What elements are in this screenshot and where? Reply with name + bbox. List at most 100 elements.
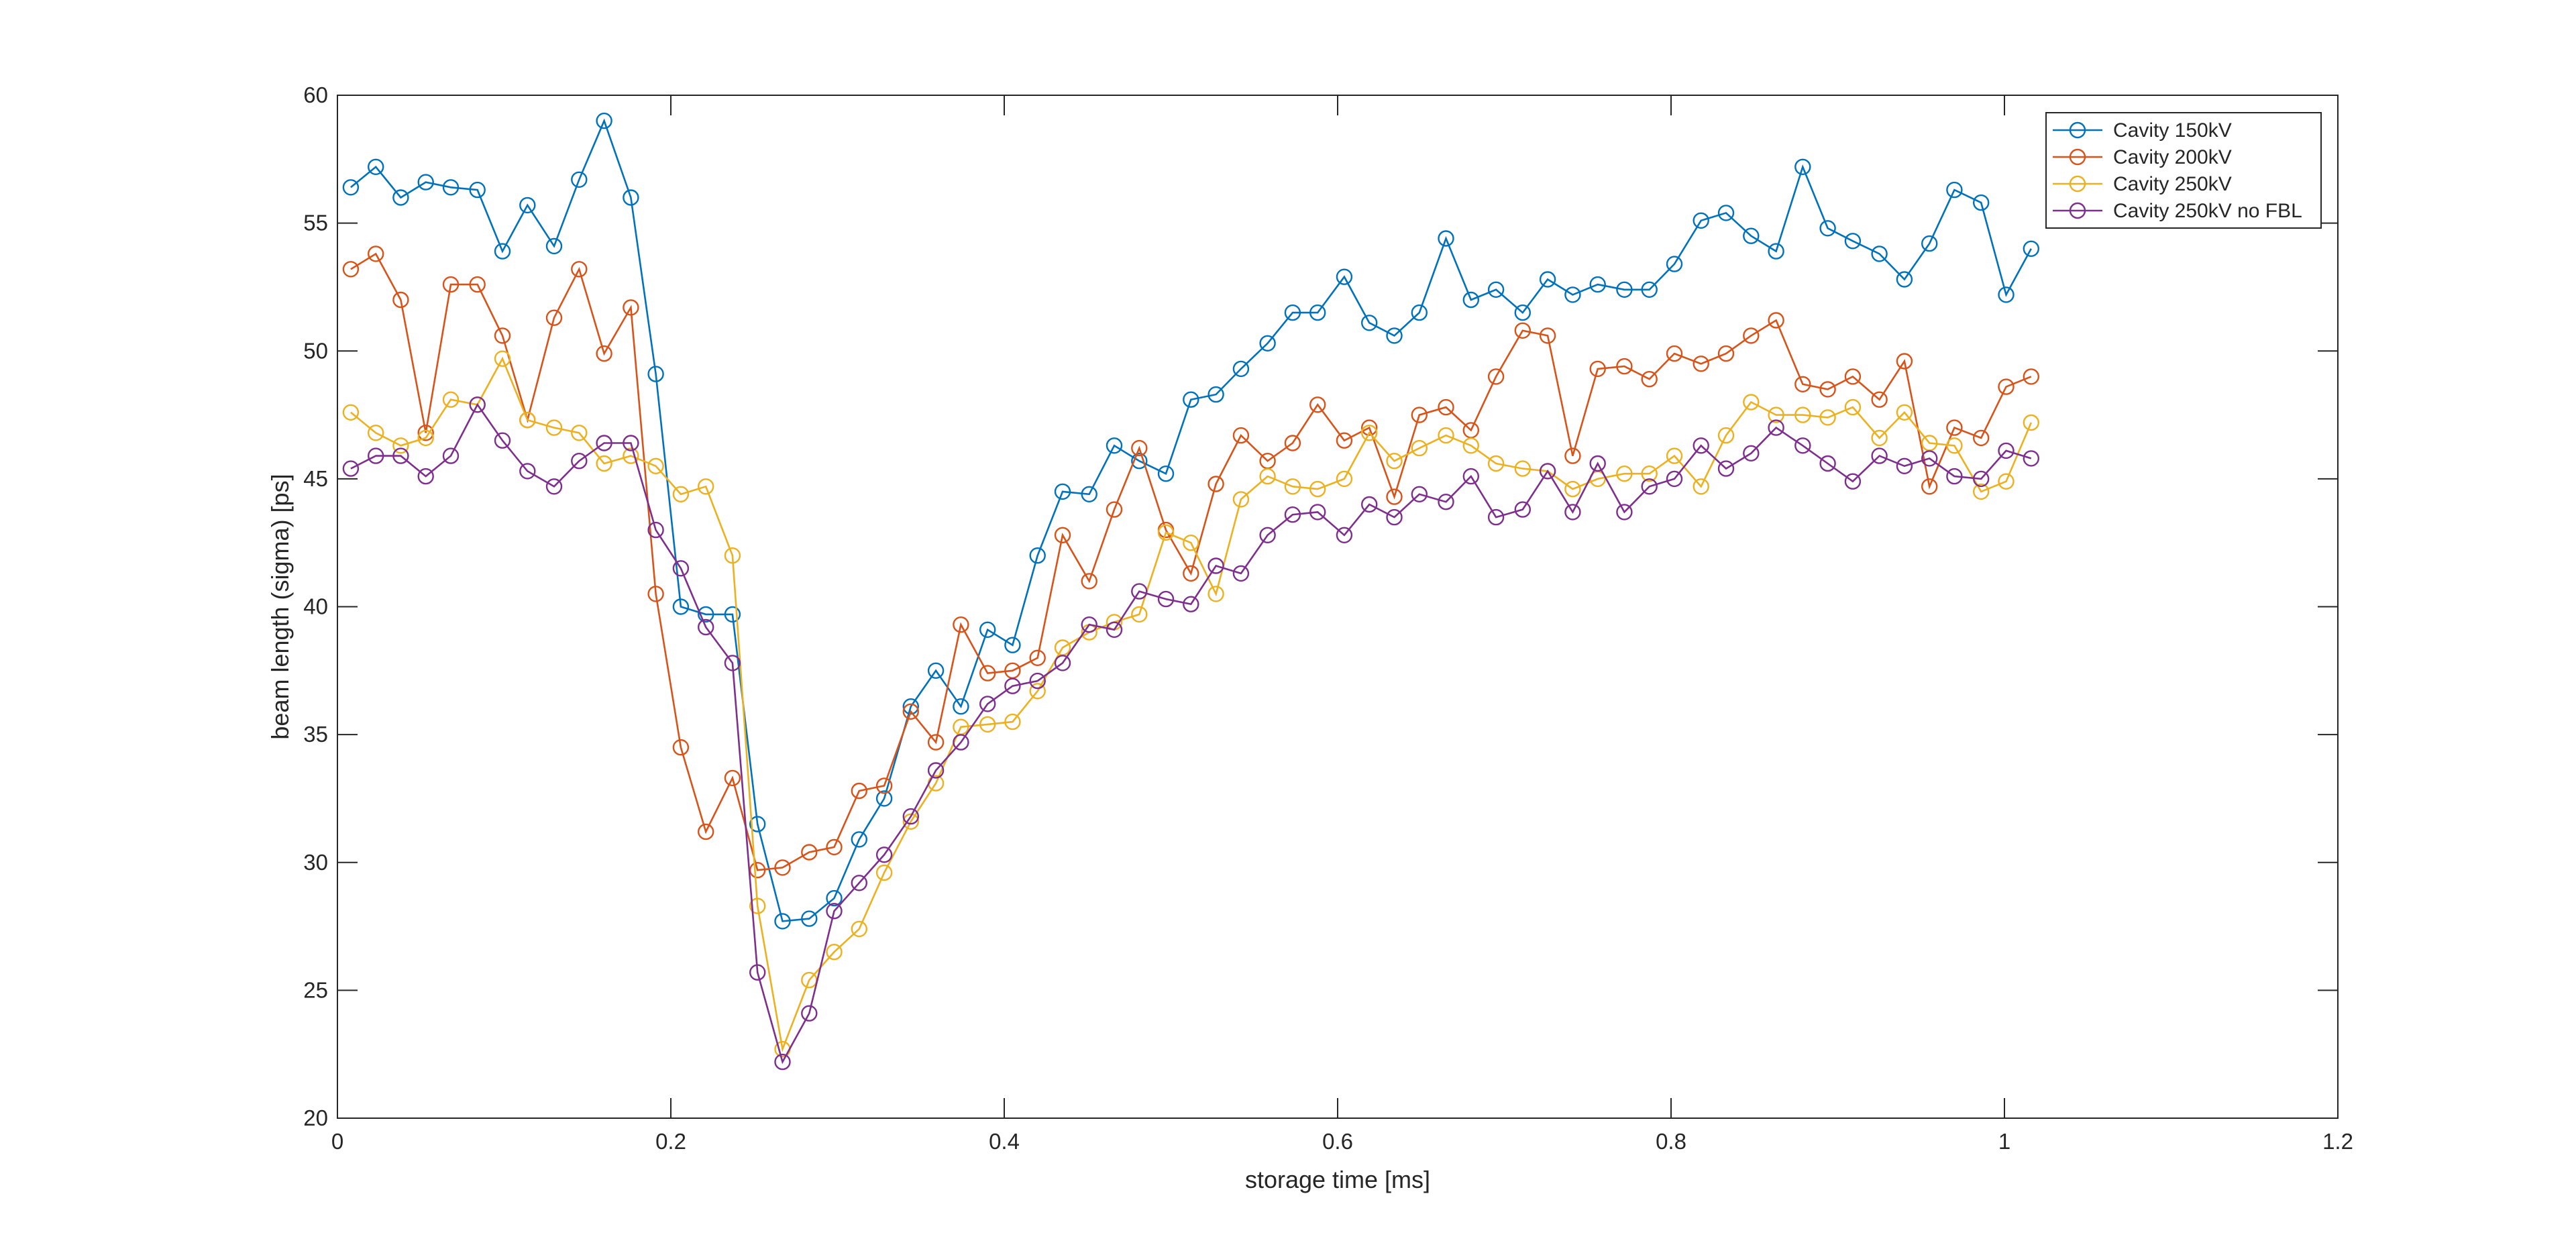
data-point	[1004, 637, 1021, 653]
series-1	[342, 112, 2040, 930]
data-point	[1232, 360, 1250, 378]
legend-marker	[2069, 148, 2086, 166]
data-point	[1589, 455, 1606, 472]
data-point	[851, 875, 868, 891]
data-point	[927, 762, 945, 779]
data-point	[1514, 304, 1532, 321]
data-point	[902, 703, 920, 720]
data-point	[1081, 616, 1097, 633]
data-point	[1232, 565, 1250, 582]
data-point	[1336, 268, 1353, 285]
data-point	[1794, 406, 1811, 423]
data-point	[623, 299, 639, 316]
data-point	[1871, 246, 1888, 262]
data-point	[1309, 480, 1326, 498]
data-point	[902, 813, 920, 830]
data-point	[494, 327, 511, 344]
data-point	[2023, 450, 2040, 467]
data-point	[1693, 437, 1709, 454]
data-point	[1284, 478, 1301, 495]
data-point	[1157, 590, 1175, 608]
data-point	[1054, 483, 1071, 500]
data-point	[1360, 315, 1378, 331]
data-point	[1411, 304, 1428, 321]
data-point	[368, 246, 384, 262]
data-point	[851, 782, 868, 800]
y-tick-label: 50	[303, 338, 328, 363]
data-point	[417, 174, 434, 190]
series-line	[350, 356, 2032, 1052]
data-point	[1232, 427, 1250, 444]
data-point	[368, 425, 384, 441]
legend-label: Cavity 150kV	[2113, 119, 2232, 142]
data-point	[1259, 335, 1276, 351]
data-point	[1157, 466, 1175, 482]
data-point	[519, 463, 536, 480]
data-point	[1462, 291, 1480, 309]
data-point	[494, 243, 511, 260]
data-point	[623, 189, 639, 206]
series-layer	[342, 112, 2040, 1071]
data-point	[724, 655, 741, 671]
data-point	[1487, 508, 1505, 526]
data-point	[1972, 470, 1990, 488]
data-point	[1487, 281, 1505, 298]
data-point	[1819, 381, 1836, 398]
data-point	[953, 698, 969, 715]
data-point	[1871, 447, 1888, 464]
data-point	[1284, 506, 1301, 523]
y-axis-title: beam length (sigma) [ps]	[266, 474, 294, 739]
x-axis-title: storage time [ms]	[1245, 1166, 1430, 1193]
data-point	[469, 396, 486, 413]
y-tick-label: 25	[303, 977, 328, 1002]
x-tick-label: 1.2	[2322, 1129, 2353, 1154]
data-point	[1539, 327, 1556, 344]
data-point	[1564, 480, 1581, 498]
data-point	[1666, 345, 1683, 362]
data-point	[1386, 488, 1403, 505]
data-point	[749, 816, 766, 832]
data-point	[826, 943, 843, 961]
data-point	[1054, 655, 1071, 671]
data-point	[1232, 491, 1250, 508]
series-line	[350, 252, 2032, 871]
data-point	[1946, 437, 1963, 454]
data-point	[1641, 466, 1658, 482]
data-point	[1641, 371, 1658, 388]
data-point	[571, 425, 588, 441]
data-point	[2023, 240, 2040, 257]
data-point	[875, 790, 893, 807]
data-point	[392, 291, 409, 309]
data-point	[647, 521, 664, 539]
data-point	[1309, 304, 1326, 321]
data-point	[1004, 713, 1021, 730]
data-point	[1896, 271, 1913, 288]
data-point	[1081, 573, 1097, 590]
data-point	[368, 447, 384, 464]
data-point	[697, 618, 714, 636]
legend-marker	[2069, 175, 2086, 193]
data-point	[417, 429, 434, 447]
data-point	[1972, 429, 1990, 447]
data-point	[1794, 437, 1811, 454]
data-point	[417, 468, 434, 485]
data-point	[1717, 205, 1735, 221]
legend-box	[2045, 112, 2322, 229]
series-line	[350, 402, 2032, 1065]
data-point	[1616, 466, 1633, 482]
data-point	[774, 913, 791, 930]
data-point	[342, 179, 360, 196]
data-point	[1844, 473, 1862, 490]
data-point	[342, 261, 360, 278]
data-point	[647, 457, 664, 474]
data-point	[1131, 439, 1148, 457]
data-point	[1819, 455, 1836, 472]
data-point	[1514, 322, 1532, 339]
data-point	[1462, 468, 1480, 485]
data-point	[1284, 304, 1301, 321]
data-point	[368, 158, 384, 176]
data-point	[724, 547, 741, 564]
data-point	[826, 889, 843, 907]
data-point	[1768, 406, 1784, 423]
data-point	[1972, 483, 1990, 500]
